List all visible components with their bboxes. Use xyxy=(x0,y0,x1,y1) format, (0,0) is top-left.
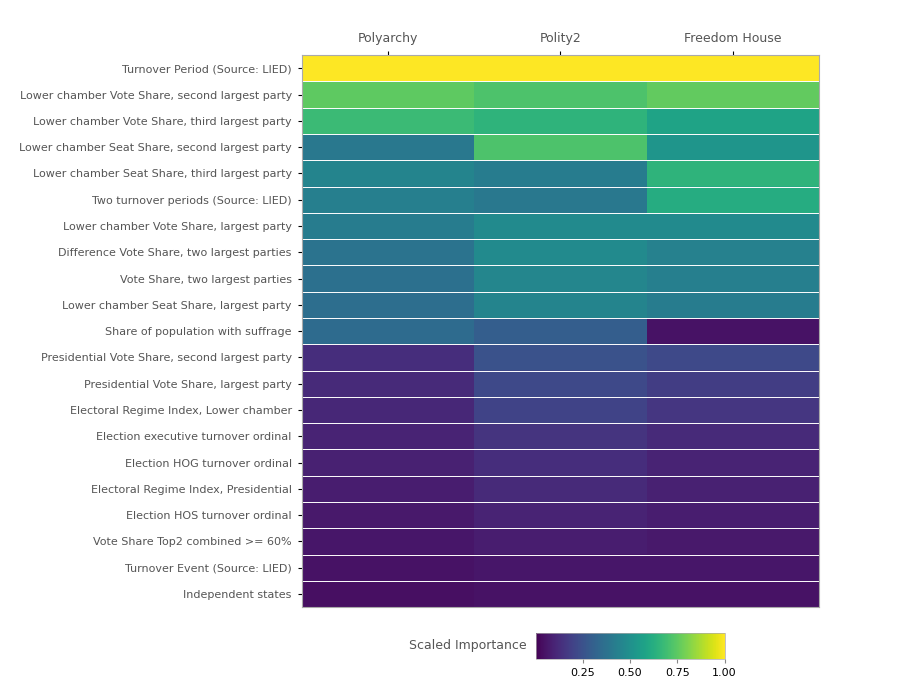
Text: Scaled Importance: Scaled Importance xyxy=(409,640,526,652)
